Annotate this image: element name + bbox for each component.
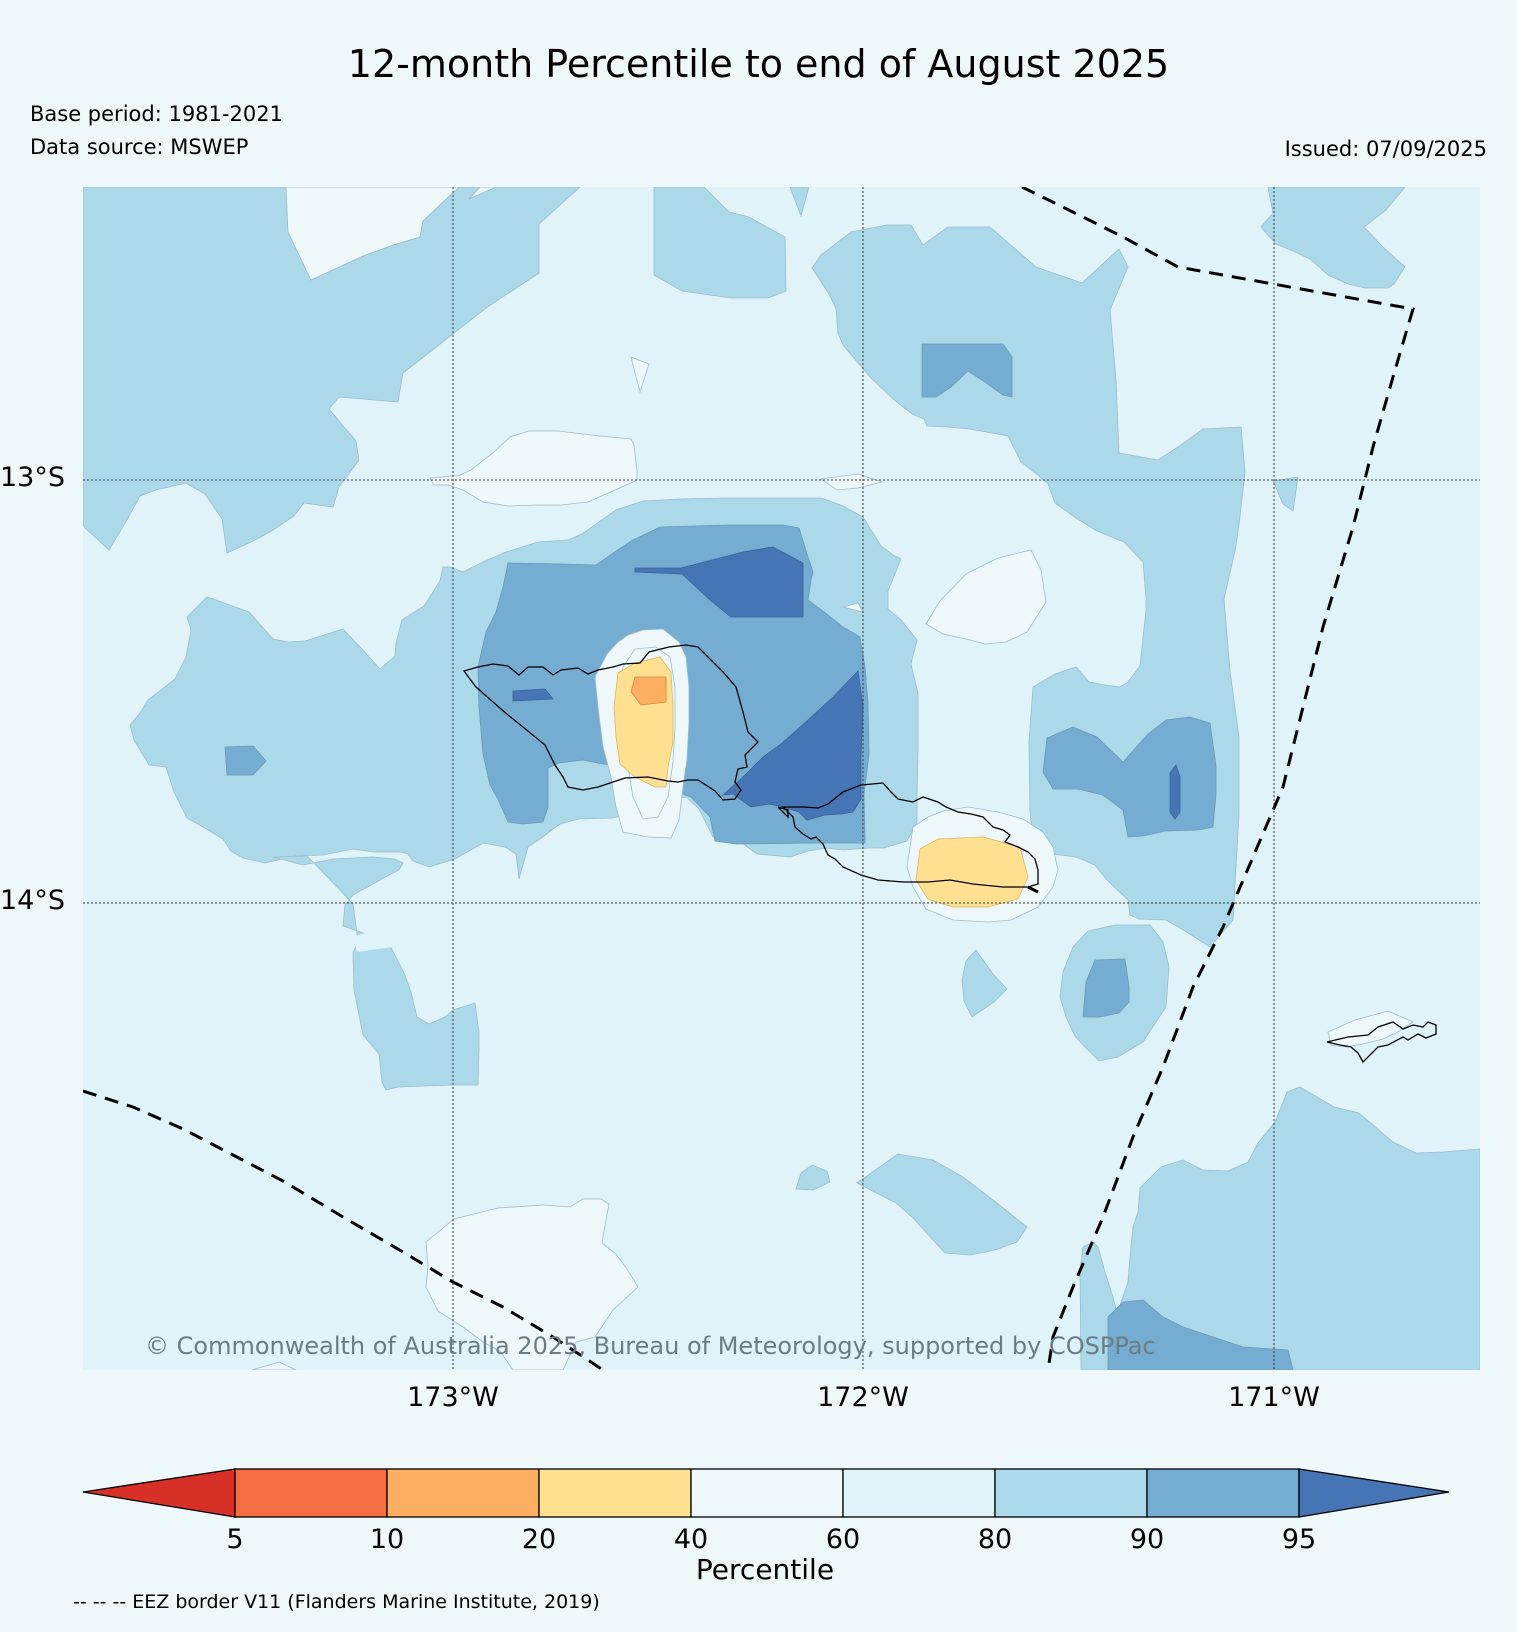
colorbar-60-80 xyxy=(842,1468,996,1518)
region-above95-east-sliver xyxy=(1169,764,1181,820)
colorbar-below-5 xyxy=(83,1468,236,1518)
colorbar-above-95 xyxy=(1298,1468,1450,1518)
region-20-40-east xyxy=(915,836,1029,908)
region-80-90-east-small xyxy=(1272,476,1299,512)
map-title: 12-month Percentile to end of August 202… xyxy=(347,42,1170,86)
colorbar-tick-5: 5 xyxy=(226,1524,244,1555)
region-80-90-southwest-lobe xyxy=(272,855,480,1091)
region-80-90-south-small-b xyxy=(856,1153,1028,1256)
region-40-60-south-big xyxy=(425,1198,639,1370)
region-80-90-southeast-corner xyxy=(1107,1086,1480,1370)
region-80-90-south-small-a xyxy=(795,1164,831,1191)
data-source: Data source: MSWEP xyxy=(30,135,249,159)
region-90-95-north-patch xyxy=(921,343,1013,398)
colorbar-20-40 xyxy=(538,1468,692,1518)
colorbar-90-95 xyxy=(1146,1468,1300,1518)
base-period: Base period: 1981-2021 xyxy=(30,102,283,126)
colorbar-40-60 xyxy=(690,1468,844,1518)
region-40-60-sliver xyxy=(630,356,650,394)
eez-border-north xyxy=(1021,187,1415,1370)
region-80-90-northeast-corner xyxy=(1260,187,1406,289)
region-40-60-se-island xyxy=(1327,1010,1414,1048)
colorbar-tick-20: 20 xyxy=(521,1524,557,1555)
lon-label-173w: 173°W xyxy=(407,1382,499,1413)
copyright-text: © Commonwealth of Australia 2025, Bureau… xyxy=(145,1332,1156,1360)
region-above95-north xyxy=(634,546,804,618)
region-90-95-bottom-patch xyxy=(1107,1299,1294,1370)
colorbar-tick-95: 95 xyxy=(1281,1524,1317,1555)
colorbar-tick-60: 60 xyxy=(825,1524,861,1555)
region-40-60-streak xyxy=(429,430,638,507)
region-40-60-streak-b xyxy=(819,473,884,491)
colorbar-tick-90: 90 xyxy=(1129,1524,1165,1555)
colorbar-tick-40: 40 xyxy=(673,1524,709,1555)
region-40-60-small-north xyxy=(841,602,864,613)
region-10-20-west xyxy=(630,676,667,706)
eez-border-mid-fragment xyxy=(1027,885,1039,894)
colorbar xyxy=(83,1468,1450,1518)
region-40-60-south-small xyxy=(251,1361,297,1370)
region-80-90-north-sliver xyxy=(789,187,810,218)
region-80-90-north-mid xyxy=(653,187,787,299)
region-90-95-south-patch xyxy=(1082,958,1130,1018)
lat-label-13s: 13°S xyxy=(0,462,65,493)
percentile-map xyxy=(83,187,1480,1370)
coast-upolu xyxy=(781,782,1039,888)
eez-border-note: -- -- -- EEZ border V11 (Flanders Marine… xyxy=(73,1591,600,1613)
region-40-60-oval xyxy=(925,549,1047,645)
region-90-95-west-patch xyxy=(224,745,267,776)
colorbar-label: Percentile xyxy=(695,1553,835,1586)
colorbar-5-10 xyxy=(234,1468,388,1518)
lon-label-172w: 172°W xyxy=(817,1382,909,1413)
region-above95-west-sliver xyxy=(512,688,554,702)
colorbar-80-90 xyxy=(994,1468,1148,1518)
issued-date: Issued: 07/09/2025 xyxy=(1284,137,1487,161)
region-above95-central xyxy=(721,670,864,821)
coast-tutuila xyxy=(1326,1021,1437,1064)
region-40-60-north-a xyxy=(285,187,497,281)
region-40-60-lobe-western xyxy=(353,922,473,995)
colorbar-tick-10: 10 xyxy=(369,1524,405,1555)
coast-savaii xyxy=(462,644,759,801)
colorbar-tick-80: 80 xyxy=(977,1524,1013,1555)
coast-manono xyxy=(777,806,789,819)
region-80-90-south-islet xyxy=(961,949,1008,1018)
colorbar-10-20 xyxy=(386,1468,540,1518)
eez-border-southwest xyxy=(83,1089,604,1370)
lon-label-171w: 171°W xyxy=(1228,1382,1320,1413)
lat-label-14s: 14°S xyxy=(0,885,65,916)
